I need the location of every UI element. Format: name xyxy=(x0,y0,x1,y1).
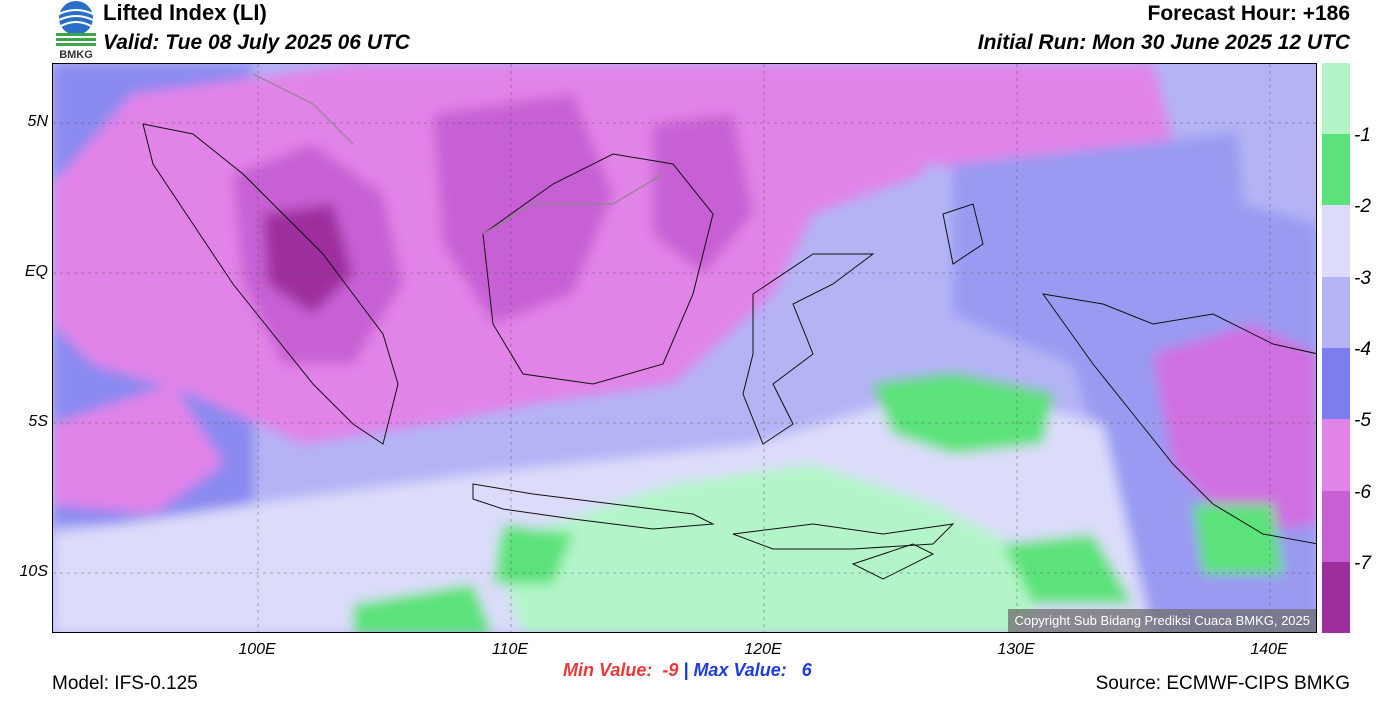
colorbar-segment xyxy=(1322,419,1350,491)
copyright-notice: Copyright Sub Bidang Prediksi Cuaca BMKG… xyxy=(1008,609,1316,632)
colorbar-segment xyxy=(1322,348,1350,419)
lon-label-130e: 130E xyxy=(997,641,1035,658)
colorbar-segment xyxy=(1322,205,1350,277)
valid-time: Valid: Tue 08 July 2025 06 UTC xyxy=(103,31,410,54)
colorbar-segment xyxy=(1322,491,1350,562)
colorbar-label: -1 xyxy=(1354,125,1371,146)
lat-label-10s: 10S xyxy=(19,563,48,580)
colorbar-segment xyxy=(1322,562,1350,633)
lat-label-eq: EQ xyxy=(24,263,48,280)
colorbar-label: -4 xyxy=(1354,339,1371,360)
colorbar-segment xyxy=(1322,134,1350,205)
min-max-separator: | xyxy=(683,660,689,680)
lat-label-5n: 5N xyxy=(27,113,48,130)
colorbar-label: -5 xyxy=(1354,410,1371,431)
colorbar-segment xyxy=(1322,277,1350,348)
colorbar-label: -6 xyxy=(1354,482,1371,503)
lon-label-100e: 100E xyxy=(238,641,276,658)
lat-label-5s: 5S xyxy=(28,413,48,430)
min-max-values: Min Value: -9 | Max Value: 6 xyxy=(563,660,812,681)
forecast-hour: Forecast Hour: +186 xyxy=(1147,2,1351,25)
colorbar-label: -7 xyxy=(1354,553,1371,574)
source-info: Source: ECMWF-CIPS BMKG xyxy=(1095,673,1350,694)
model-info: Model: IFS-0.125 xyxy=(52,673,198,694)
logo-text: BMKG xyxy=(59,49,93,60)
colorbar-label: -2 xyxy=(1354,196,1371,217)
initial-run: Initial Run: Mon 30 June 2025 12 UTC xyxy=(977,31,1350,54)
min-value: Min Value: -9 xyxy=(563,660,679,680)
lon-label-140e: 140E xyxy=(1250,641,1288,658)
map-title: Lifted Index (LI) xyxy=(103,0,267,25)
lon-label-110e: 110E xyxy=(491,641,529,658)
colorbar-label: -3 xyxy=(1354,268,1371,289)
lon-label-120e: 120E xyxy=(744,641,782,658)
colorbar-segment xyxy=(1322,63,1350,134)
colorbar xyxy=(1322,63,1350,633)
max-value: Max Value: 6 xyxy=(693,660,812,680)
lifted-index-map xyxy=(52,63,1317,633)
bmkg-logo: BMKG xyxy=(52,0,100,61)
